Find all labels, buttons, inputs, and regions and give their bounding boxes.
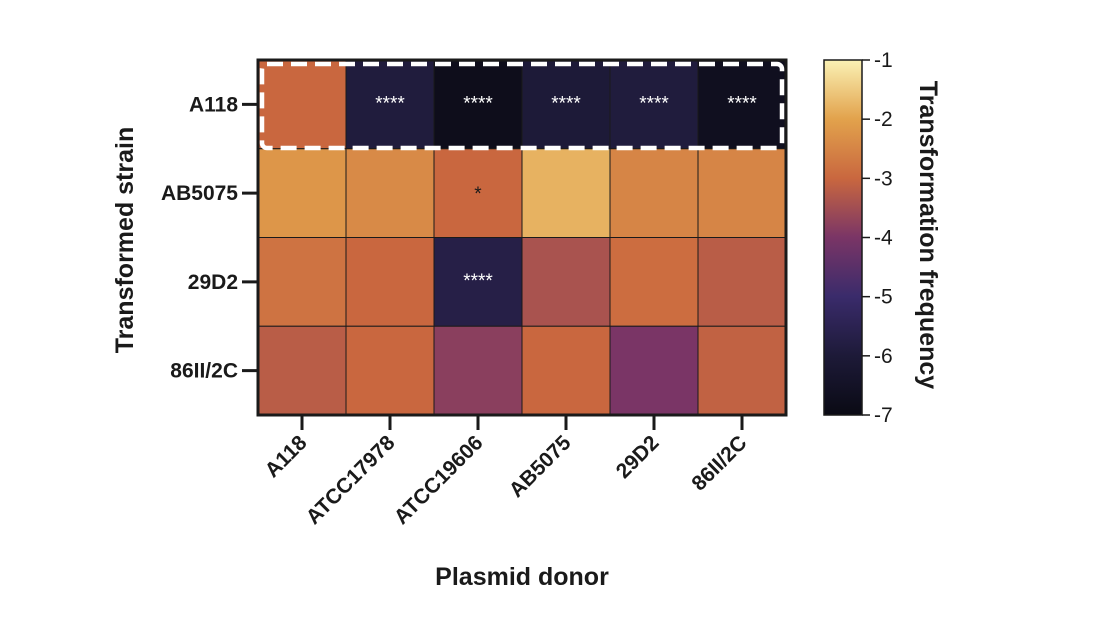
colorbar-tick-label: -6 [874, 345, 893, 368]
heatmap-cell [345, 325, 435, 416]
heatmap-cell [257, 325, 347, 416]
heatmap-cell [521, 325, 611, 416]
significance-label: **** [375, 93, 405, 114]
x-tick-label: ATCC19606 [390, 431, 488, 529]
x-tick-label: 29D2 [612, 431, 664, 483]
heatmap-cell [433, 325, 523, 416]
colorbar-ticks: -1 -2 -3 -4 -5 -6 -7 [862, 49, 893, 427]
significance-annotations: **** **** **** **** ********* [375, 93, 757, 292]
x-tick-label: 86II/2C [687, 431, 751, 495]
x-tick-label: A118 [261, 431, 312, 482]
heatmap-cell [257, 237, 347, 327]
plot-frame [256, 58, 788, 417]
significance-label: **** [639, 93, 669, 114]
y-axis-title: Transformed strain [111, 127, 139, 353]
colorbar-tick-label: -7 [874, 404, 893, 427]
colorbar-tick-label: -2 [874, 108, 893, 131]
heatmap-cell [521, 237, 611, 327]
colorbar [823, 59, 863, 416]
heatmap-cell [433, 148, 523, 238]
colorbar-tick-label: -4 [874, 227, 893, 250]
heatmap-cell [609, 237, 699, 327]
heatmap-cell [697, 59, 787, 150]
significance-label: * [474, 184, 482, 205]
significance-label: **** [727, 93, 757, 114]
x-tick-label: ATCC17978 [302, 431, 400, 529]
y-tick-label: AB5075 [161, 182, 238, 205]
y-tick-label: 29D2 [188, 271, 238, 294]
x-axis-title: Plasmid donor [435, 563, 609, 591]
heatmap-cell [609, 325, 699, 416]
colorbar-tick-label: -1 [874, 49, 893, 72]
heatmap-cell [609, 59, 699, 150]
y-tick-label: 86II/2C [170, 360, 238, 383]
heatmap-cell [697, 237, 787, 327]
highlight-box [259, 61, 785, 151]
heatmap-cell [521, 148, 611, 238]
heatmap-cell [697, 148, 787, 238]
significance-label: **** [463, 93, 493, 114]
significance-label: **** [463, 271, 493, 292]
heatmap-cells [257, 59, 787, 416]
y-tick-label: A118 [189, 93, 238, 116]
heatmap-cell [609, 148, 699, 238]
heatmap-cell [345, 237, 435, 327]
colorbar-title: Transformation frequency [914, 81, 942, 389]
heatmap-cell [257, 59, 347, 150]
heatmap-cell [433, 59, 523, 150]
heatmap-cell [345, 148, 435, 238]
heatmap-cell [257, 148, 347, 238]
significance-label: **** [551, 93, 581, 114]
colorbar-tick-label: -5 [874, 286, 893, 309]
colorbar-tick-label: -3 [874, 167, 893, 190]
heatmap-cell [345, 59, 435, 150]
heatmap-cell [697, 325, 787, 416]
x-tick-label: AB5075 [505, 431, 576, 502]
y-axis: A118 AB5075 29D2 86II/2C [161, 93, 258, 383]
